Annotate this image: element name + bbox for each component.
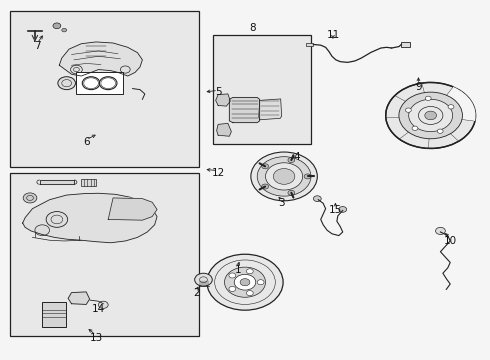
Circle shape: [195, 273, 212, 286]
Polygon shape: [59, 42, 143, 76]
Circle shape: [98, 301, 108, 309]
Text: 13: 13: [89, 333, 102, 343]
Polygon shape: [259, 99, 282, 120]
Bar: [42, 302, 66, 327]
Text: 9: 9: [415, 82, 422, 92]
Text: 4: 4: [293, 152, 299, 162]
Text: 10: 10: [443, 236, 457, 246]
Polygon shape: [68, 292, 90, 305]
Polygon shape: [108, 198, 157, 220]
Circle shape: [251, 152, 318, 201]
Circle shape: [425, 96, 431, 100]
Bar: [401, 42, 410, 46]
Bar: [10, 173, 198, 336]
Circle shape: [425, 111, 437, 120]
Circle shape: [273, 168, 295, 184]
Text: 8: 8: [249, 23, 256, 33]
Circle shape: [229, 273, 236, 278]
Circle shape: [405, 108, 411, 112]
Text: 14: 14: [92, 304, 105, 314]
Text: 7: 7: [34, 41, 41, 50]
Circle shape: [224, 267, 266, 297]
Circle shape: [257, 157, 311, 196]
Circle shape: [257, 280, 264, 285]
Circle shape: [288, 158, 295, 163]
Circle shape: [412, 126, 418, 130]
Circle shape: [262, 164, 269, 169]
Text: 11: 11: [326, 30, 340, 40]
Text: 6: 6: [83, 138, 90, 147]
Circle shape: [437, 129, 443, 133]
Polygon shape: [216, 94, 230, 106]
Bar: [81, 179, 96, 186]
Circle shape: [262, 184, 269, 189]
Circle shape: [99, 77, 117, 90]
Bar: [306, 42, 313, 46]
Circle shape: [35, 225, 49, 235]
Wedge shape: [431, 87, 476, 121]
Circle shape: [409, 99, 453, 132]
Circle shape: [207, 254, 283, 310]
Text: 12: 12: [212, 168, 225, 178]
Circle shape: [339, 207, 346, 212]
Text: 15: 15: [329, 206, 342, 216]
Circle shape: [246, 291, 253, 296]
Circle shape: [246, 269, 253, 274]
Circle shape: [304, 174, 311, 179]
Circle shape: [386, 82, 476, 148]
Polygon shape: [217, 123, 231, 136]
Bar: [76, 72, 123, 94]
Circle shape: [229, 287, 236, 292]
Polygon shape: [23, 193, 157, 243]
Circle shape: [288, 190, 295, 195]
Text: 1: 1: [234, 265, 241, 275]
Circle shape: [234, 274, 256, 290]
Polygon shape: [229, 98, 260, 123]
Polygon shape: [40, 180, 74, 184]
Text: 2: 2: [193, 288, 199, 298]
Circle shape: [399, 92, 463, 139]
Circle shape: [436, 227, 445, 234]
Bar: [213, 35, 311, 144]
Circle shape: [266, 163, 303, 190]
Circle shape: [53, 23, 61, 29]
Circle shape: [46, 212, 68, 227]
Circle shape: [58, 77, 75, 90]
Text: 5: 5: [215, 87, 221, 97]
Circle shape: [240, 279, 250, 286]
Circle shape: [23, 193, 37, 203]
Circle shape: [82, 77, 100, 90]
Bar: [10, 12, 198, 167]
Text: 3: 3: [278, 198, 285, 208]
Circle shape: [314, 196, 321, 202]
Circle shape: [62, 28, 67, 32]
Circle shape: [448, 105, 454, 109]
